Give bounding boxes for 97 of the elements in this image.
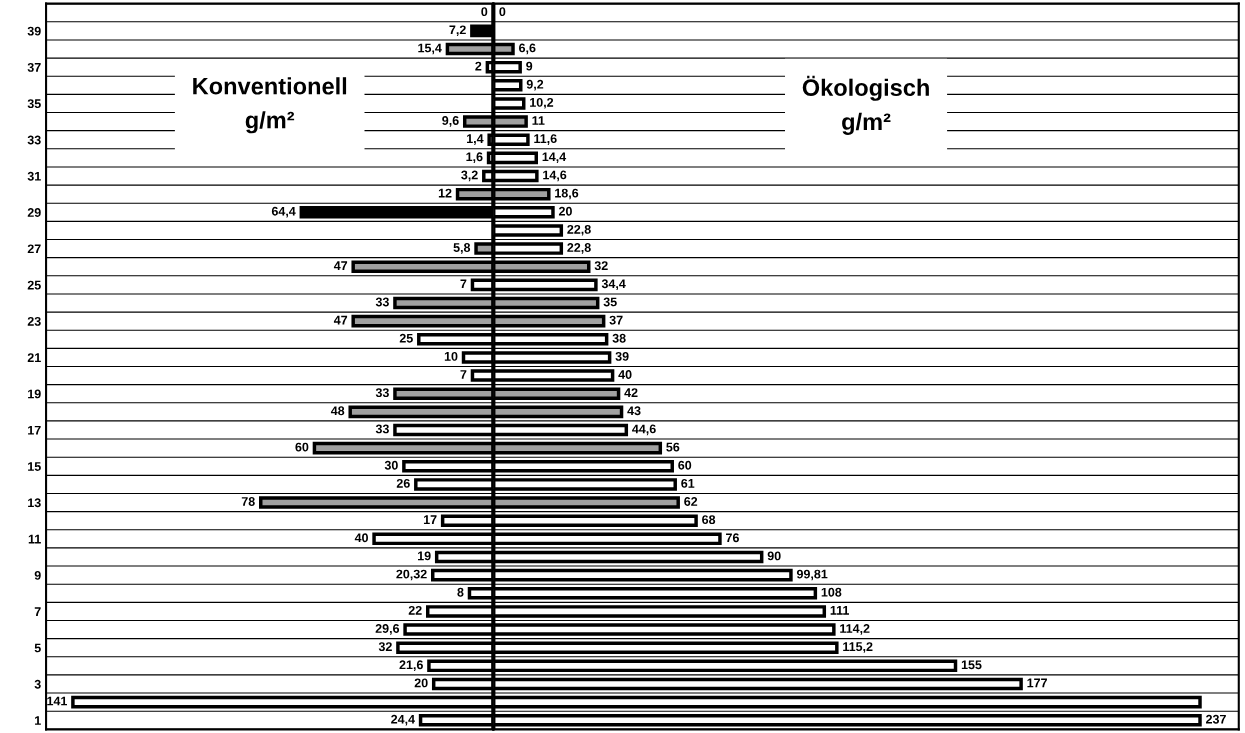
data-label: 3,2 [461, 170, 478, 182]
data-label: 64,4 [271, 206, 296, 218]
y-tick-label: 27 [27, 244, 41, 254]
data-label: 20 [558, 206, 572, 216]
data-label: 7,2 [449, 25, 466, 37]
data-label: 32 [378, 642, 392, 652]
y-tick-label: 1 [35, 716, 41, 725]
y-tick-label: 9 [34, 570, 41, 580]
data-label: 19 [418, 551, 431, 561]
y-tick-label: 17 [28, 425, 41, 435]
data-label: 22,8 [567, 243, 591, 254]
data-label: 10,2 [530, 97, 554, 109]
data-label: 111 [830, 606, 849, 615]
data-label: 12 [438, 188, 452, 198]
data-label: 8 [457, 587, 464, 597]
data-label: 35 [603, 297, 617, 307]
y-tick-label: 29 [27, 208, 41, 217]
y-tick-label: 13 [28, 498, 41, 508]
data-label: 18,6 [555, 188, 579, 200]
data-label: 6,6 [519, 43, 536, 55]
data-label: 14,6 [543, 170, 567, 182]
data-label: 10 [444, 351, 458, 361]
data-label: 17 [423, 515, 437, 524]
y-tick-label: 35 [27, 99, 41, 109]
data-label: 11 [532, 116, 545, 125]
data-label: 177 [1027, 678, 1047, 688]
data-label: 47 [333, 315, 348, 325]
data-label: 60 [678, 460, 692, 470]
data-label: 78 [241, 497, 255, 506]
y-tick-label: 37 [27, 62, 41, 72]
data-label: 20 [414, 678, 428, 688]
data-label: 43 [627, 406, 641, 416]
data-label: 0 [481, 7, 488, 17]
data-label: 115,2 [843, 642, 873, 653]
data-label: 26 [396, 478, 410, 488]
data-label: 24,4 [391, 714, 415, 726]
data-label: 1,4 [467, 134, 484, 145]
data-label: 33 [375, 388, 389, 398]
data-label: 9,2 [526, 79, 544, 91]
data-label: 99,81 [796, 569, 828, 581]
data-label: 30 [384, 460, 398, 470]
data-label: 7 [460, 279, 467, 289]
data-label: 38 [612, 333, 626, 343]
data-label: 76 [726, 533, 739, 543]
data-label: 22,8 [567, 224, 591, 236]
y-tick-label: 7 [34, 607, 41, 616]
data-label: 40 [618, 370, 632, 379]
y-tick-label: 5 [34, 643, 41, 653]
data-label: 0 [499, 7, 506, 17]
data-label: 9 [526, 61, 533, 71]
annotation: Konventionell g/m² [193, 77, 347, 134]
data-label: 32 [594, 261, 608, 271]
data-label: 7 [460, 370, 467, 379]
data-label: 33 [375, 424, 389, 434]
data-label: 29,6 [375, 624, 400, 635]
data-label: 37 [609, 315, 623, 325]
data-label: 155 [961, 660, 982, 670]
y-tick-label: 3 [34, 679, 41, 689]
data-label: 56 [666, 442, 680, 452]
data-label: 15,4 [418, 43, 442, 55]
data-label: 20,32 [396, 569, 427, 581]
data-label: 90 [767, 551, 781, 561]
data-label: 60 [295, 442, 309, 452]
data-label: 25 [399, 333, 413, 343]
data-label: 39 [615, 351, 629, 361]
y-tick-label: 19 [28, 389, 41, 399]
y-tick-label: 21 [27, 353, 41, 362]
data-label: 237 [1206, 714, 1226, 724]
data-label: 34,4 [601, 279, 626, 291]
data-label: 11,6 [534, 134, 557, 145]
data-label: 21,6 [399, 660, 423, 672]
y-tick-label: 15 [28, 462, 41, 471]
annotation: Ökologisch g/m² [802, 75, 929, 135]
data-label: 22 [408, 605, 422, 615]
data-label: 33 [375, 297, 389, 307]
data-label: 5,8 [453, 243, 471, 254]
data-label: 68 [702, 515, 716, 525]
data-label: 108 [821, 587, 842, 597]
data-label: 48 [330, 406, 345, 416]
y-tick-label: 31 [27, 171, 41, 181]
data-label: 62 [684, 497, 698, 506]
y-tick-label: 39 [27, 26, 41, 36]
data-label: 141 [47, 696, 67, 706]
y-tick-label: 23 [27, 316, 41, 326]
data-label: 14,4 [542, 152, 567, 164]
data-label: 61 [681, 478, 695, 488]
data-label: 40 [354, 533, 368, 543]
data-label: 1,6 [466, 152, 483, 164]
data-label: 9,6 [442, 116, 459, 127]
data-label: 42 [624, 388, 638, 397]
data-label: 2 [475, 61, 482, 71]
data-label: 44,6 [632, 424, 656, 436]
data-label: 114,2 [840, 624, 870, 635]
y-tick-label: 25 [27, 280, 41, 290]
data-label: 47 [333, 261, 348, 270]
y-tick-label: 33 [27, 135, 41, 145]
y-tick-label: 11 [28, 534, 41, 544]
